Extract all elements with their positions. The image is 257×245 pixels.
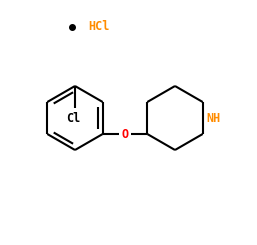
Text: NH: NH bbox=[207, 111, 221, 124]
Text: HCl: HCl bbox=[88, 21, 109, 34]
Text: O: O bbox=[122, 127, 128, 140]
Text: Cl: Cl bbox=[66, 112, 80, 125]
